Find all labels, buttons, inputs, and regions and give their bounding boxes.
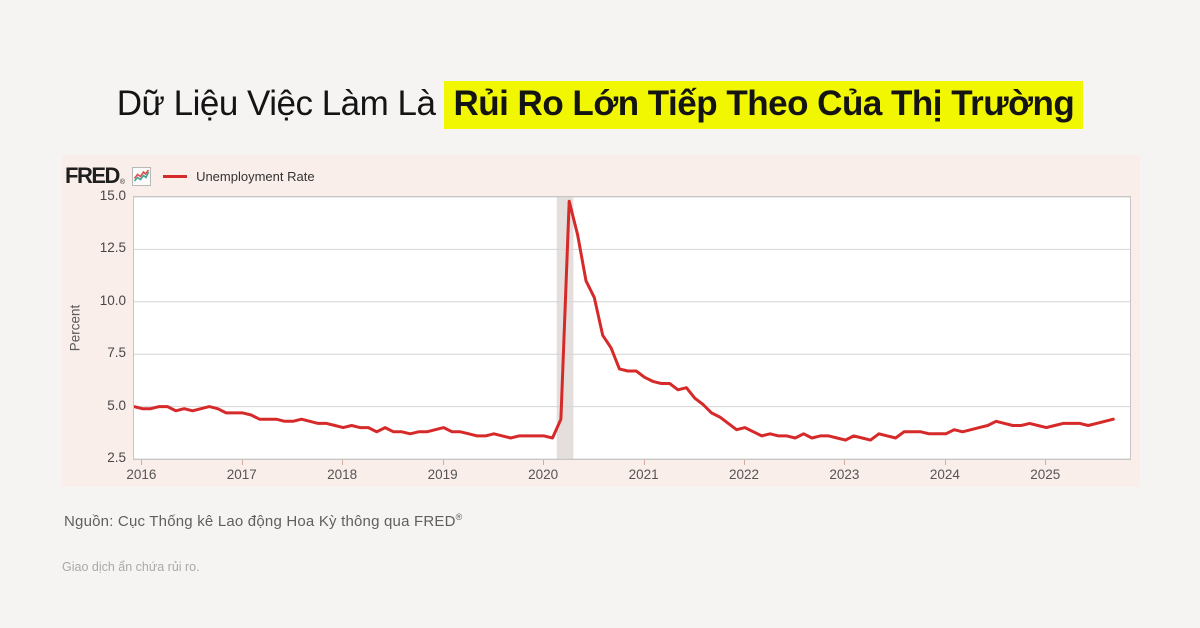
x-tick-label: 2020 <box>528 467 559 482</box>
x-tick-label: 2019 <box>427 467 458 482</box>
x-tick-label: 2023 <box>829 467 860 482</box>
fred-chart-card: FRED ® Unemployment Rate Percent 15.0 12.… <box>62 155 1140 487</box>
x-tick-label: 2024 <box>929 467 960 482</box>
x-tick-mark <box>643 460 645 465</box>
x-tick-label: 2018 <box>327 467 358 482</box>
unemployment-rate-line <box>134 199 1115 442</box>
y-tick-label: 7.5 <box>107 345 126 361</box>
y-tick-label: 10.0 <box>99 292 126 308</box>
x-tick-mark <box>744 460 745 465</box>
x-tick-label: 2016 <box>126 467 157 482</box>
title-plain-text: Dữ Liệu Việc Làm Là <box>116 84 436 123</box>
x-tick-mark <box>844 460 846 465</box>
page-title: Dữ Liệu Việc Làm Là Rủi Ro Lớn Tiếp Theo … <box>0 80 1200 129</box>
legend-line-swatch <box>163 174 188 178</box>
source-text: Nguồn: Cục Thống kê Lao động Hoa Kỳ thôn… <box>64 513 456 530</box>
x-tick-mark <box>543 460 545 465</box>
title-highlight-text: Rủi Ro Lớn Tiếp Theo Của Thị Trường <box>444 81 1084 129</box>
x-tick-label: 2022 <box>728 467 760 482</box>
x-tick-mark <box>944 460 946 465</box>
chart-header: FRED ® Unemployment Rate <box>65 163 315 188</box>
x-tick-mark <box>442 460 444 465</box>
x-tick-mark <box>1045 460 1047 465</box>
y-tick-label: 2.5 <box>107 450 126 465</box>
legend-series-label: Unemployment Rate <box>196 168 315 184</box>
x-tick-label: 2021 <box>628 467 659 482</box>
fred-sparkline-icon <box>132 166 152 186</box>
y-tick-label: 12.5 <box>99 240 126 256</box>
y-axis-ticks: 15.0 12.5 10.0 7.5 5.0 2.5 <box>62 155 1140 487</box>
x-tick-label: 2017 <box>226 467 257 482</box>
x-tick-mark <box>241 460 243 465</box>
fred-registered-mark: ® <box>119 179 126 186</box>
x-axis-ticks: 2016 2017 2018 2019 2020 2021 2022 2023 2024 2025 <box>126 460 1131 488</box>
fred-logo: FRED <box>65 163 120 188</box>
source-note: Nguồn: Cục Thống kê Lao động Hoa Kỳ thôn… <box>64 512 462 530</box>
x-tick-label: 2025 <box>1030 467 1061 482</box>
source-registered-mark: ® <box>455 512 463 522</box>
y-tick-label: 5.0 <box>107 397 126 413</box>
y-tick-label: 15.0 <box>99 188 126 203</box>
x-tick-mark <box>342 460 344 465</box>
x-tick-mark <box>141 460 143 465</box>
risk-disclaimer: Giao dịch ẩn chứa rủi ro. <box>62 560 200 574</box>
plot-area <box>133 196 1131 460</box>
